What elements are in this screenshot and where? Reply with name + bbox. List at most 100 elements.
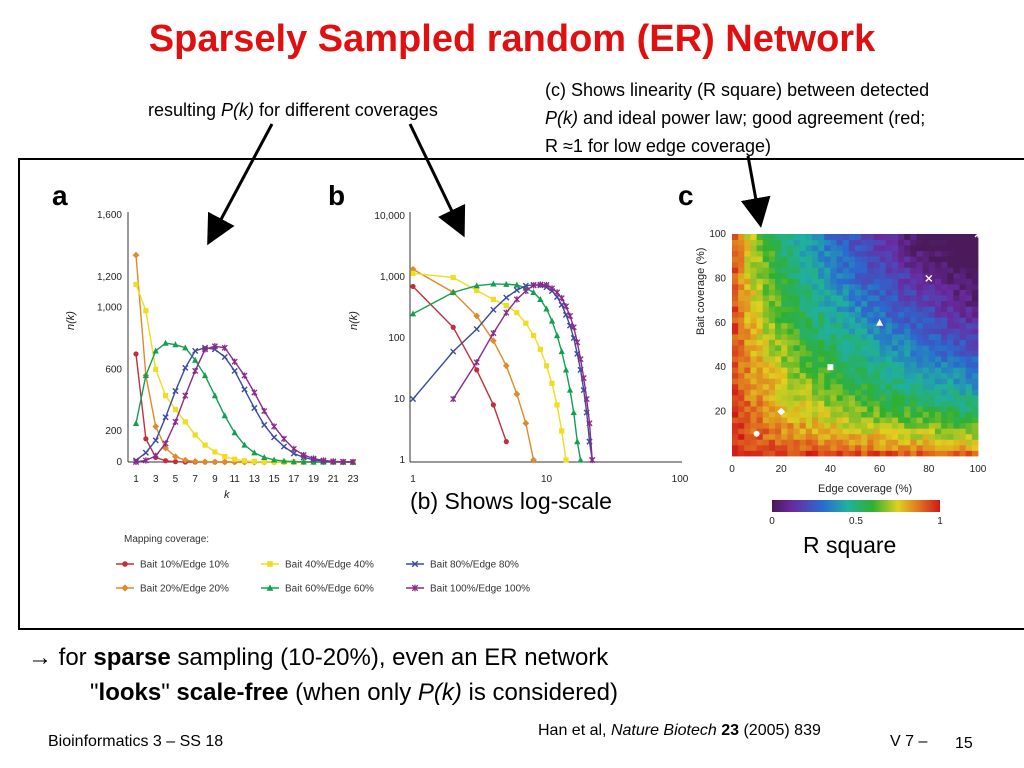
panel-b-xtick: 1 bbox=[410, 474, 416, 485]
footer-lecture: V 7 – bbox=[890, 733, 928, 750]
panel-a-point bbox=[143, 436, 149, 442]
panel-b-point bbox=[553, 332, 561, 339]
panel-b-point bbox=[409, 310, 417, 317]
panel-b-xtick: 100 bbox=[672, 474, 689, 485]
slide-title: Sparsely Sampled random (ER) Network bbox=[148, 18, 876, 60]
panel-b-series-line bbox=[412, 285, 507, 442]
panel-a-point bbox=[162, 393, 169, 399]
panel-b-point bbox=[490, 296, 496, 302]
note-a-italic: P(k) bbox=[221, 100, 255, 120]
panel-a-point bbox=[192, 347, 199, 354]
panel-c-xtick: 80 bbox=[923, 464, 935, 475]
panel-a-point bbox=[320, 457, 327, 464]
panel-c-marker bbox=[753, 430, 760, 437]
panel-c-ylabel: Bait coverage (%) bbox=[695, 248, 707, 335]
panel-c-xtick: 0 bbox=[729, 464, 735, 475]
panel-a-point bbox=[162, 339, 169, 346]
panel-a-series-line bbox=[135, 255, 353, 463]
conclusion-sparse: sparse bbox=[93, 644, 171, 671]
panel-a-point bbox=[251, 458, 257, 465]
cite-rest: (2005) 839 bbox=[739, 722, 821, 739]
panel-a-point bbox=[202, 442, 208, 448]
panel-a-point bbox=[162, 440, 169, 447]
legend-item-label: Bait 10%/Edge 10% bbox=[140, 560, 229, 571]
panel-b-point bbox=[503, 280, 510, 287]
panel-a-xtick: 17 bbox=[288, 474, 300, 485]
panel-a-point bbox=[142, 372, 149, 379]
panel-a-point bbox=[132, 458, 140, 466]
panel-b-point bbox=[522, 287, 529, 295]
panel-a-point bbox=[182, 364, 189, 371]
panel-b-point bbox=[543, 281, 550, 289]
panel-a-xtick: 3 bbox=[153, 474, 159, 485]
panel-a-xtick: 21 bbox=[328, 474, 340, 485]
legend-swatch-marker bbox=[411, 560, 419, 568]
panel-a-point bbox=[231, 358, 238, 365]
panel-b-point bbox=[530, 282, 537, 289]
panel-a-point bbox=[152, 347, 159, 354]
panel-a-point bbox=[191, 458, 199, 465]
panel-b-point bbox=[589, 456, 596, 464]
panel-a-point bbox=[153, 366, 159, 372]
panel-c-heatmap: Bait coverage (%) Edge coverage (%) 0 20 4… bbox=[695, 229, 987, 527]
panel-b-point bbox=[473, 312, 481, 320]
panel-b-point bbox=[409, 265, 417, 273]
panel-a-point bbox=[231, 367, 238, 375]
panel-b-point bbox=[490, 280, 497, 287]
note-c-line1: (c) Shows linearity (R square) between d… bbox=[545, 80, 930, 100]
panel-a-point bbox=[201, 458, 209, 466]
panel-c-marker bbox=[876, 318, 884, 326]
conclusion-rest3: is considered) bbox=[461, 679, 618, 706]
panel-a-point bbox=[270, 456, 278, 463]
panel-a-point bbox=[349, 458, 357, 466]
panel-a-point bbox=[290, 445, 297, 452]
note-c-line2: P(k) and ideal power law; good agreement… bbox=[545, 104, 1015, 132]
panel-a-point bbox=[201, 372, 209, 379]
note-a-suffix: for different coverages bbox=[254, 100, 438, 120]
panel-label-a: a bbox=[52, 180, 68, 211]
panel-b-point bbox=[490, 306, 497, 313]
panel-b-point bbox=[586, 420, 593, 427]
conclusion-pk: P(k) bbox=[417, 679, 462, 706]
panel-b-point bbox=[523, 320, 529, 326]
panel-a-xtick: 9 bbox=[212, 474, 218, 485]
panel-label-b: b bbox=[328, 180, 345, 211]
panel-b-point bbox=[577, 356, 584, 363]
panel-a-chart: n(k) k 1 3 5 7 9 11 13 15 17 19 21 2302006001,0001,… bbox=[65, 210, 359, 501]
panel-a-point bbox=[221, 344, 228, 351]
panel-b-chart: n(k) 1 10 100 1 10 100 1,000 10,000 bbox=[348, 211, 689, 485]
panel-a-point bbox=[172, 341, 179, 348]
panel-b-point bbox=[563, 457, 569, 463]
panel-b-point bbox=[410, 283, 416, 290]
panel-c-ytick: 40 bbox=[715, 362, 727, 373]
panel-b-point bbox=[583, 395, 590, 403]
panel-b-point bbox=[574, 339, 581, 346]
panel-a-point bbox=[172, 418, 179, 425]
panel-b-ytick: 100 bbox=[388, 333, 405, 344]
panel-a-point bbox=[251, 449, 258, 456]
panel-b-point bbox=[503, 439, 509, 445]
panel-b-point bbox=[570, 324, 577, 331]
panel-c-marker bbox=[827, 364, 834, 371]
panel-b-point bbox=[514, 310, 520, 316]
panel-b-ytick: 1 bbox=[399, 455, 405, 466]
panel-a-point bbox=[172, 387, 179, 395]
panel-a-point bbox=[330, 458, 337, 465]
panel-a-point bbox=[201, 346, 209, 353]
panel-a-point bbox=[182, 344, 189, 351]
note-panel-c: (c) Shows linearity (R square) between d… bbox=[545, 76, 1015, 160]
panel-a-xtick: 23 bbox=[347, 474, 359, 485]
panel-b-point bbox=[489, 337, 497, 345]
panel-a-point bbox=[162, 414, 169, 421]
panel-b-point bbox=[570, 409, 577, 416]
panel-a-ytick: 200 bbox=[105, 426, 122, 437]
panel-a-ytick: 600 bbox=[105, 364, 122, 375]
legend-title: Mapping coverage: bbox=[124, 534, 209, 545]
panel-a-point bbox=[221, 353, 228, 361]
panel-a-ytick: 1,200 bbox=[97, 272, 122, 283]
panel-b-point bbox=[566, 322, 574, 329]
panel-c-xtick: 40 bbox=[825, 464, 837, 475]
panel-b-caption: (b) Shows log-scale bbox=[410, 488, 612, 514]
panel-b-point bbox=[530, 456, 537, 464]
panel-b-point bbox=[513, 281, 521, 288]
